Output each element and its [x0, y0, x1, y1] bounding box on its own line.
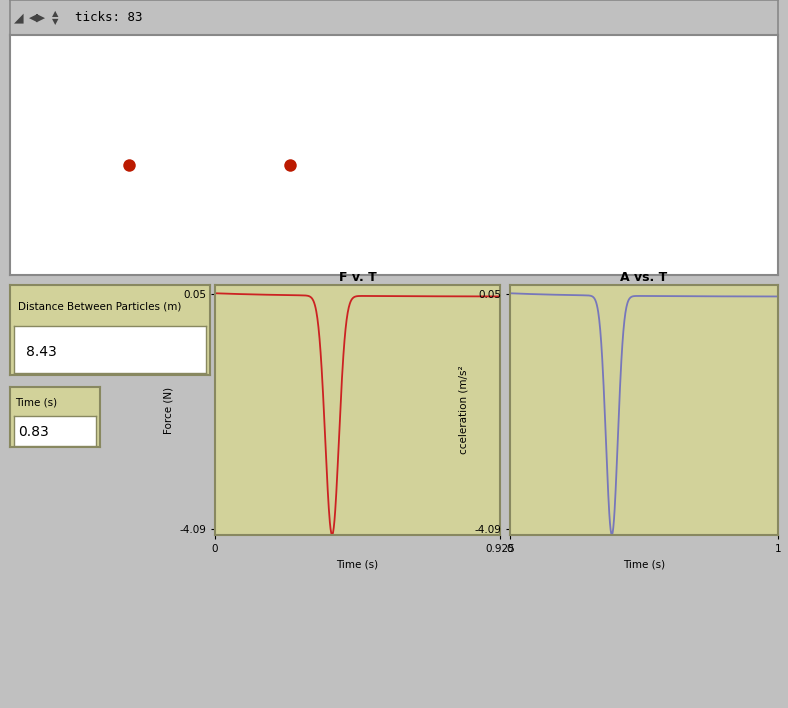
X-axis label: Time (s): Time (s)	[623, 559, 665, 569]
Y-axis label: cceleration (m/s²: cceleration (m/s²	[459, 366, 469, 455]
Text: ▲
▼: ▲ ▼	[52, 9, 59, 25]
Text: ◢: ◢	[14, 11, 24, 24]
Title: F v. T: F v. T	[339, 271, 377, 284]
Text: ◀▶: ◀▶	[29, 13, 46, 23]
Y-axis label: Force (N): Force (N)	[164, 387, 173, 433]
Text: ticks: 83: ticks: 83	[76, 11, 143, 24]
Title: A vs. T: A vs. T	[620, 271, 667, 284]
Text: Distance Between Particles (m): Distance Between Particles (m)	[18, 301, 181, 312]
X-axis label: Time (s): Time (s)	[336, 559, 378, 569]
Text: Time (s): Time (s)	[16, 398, 58, 408]
